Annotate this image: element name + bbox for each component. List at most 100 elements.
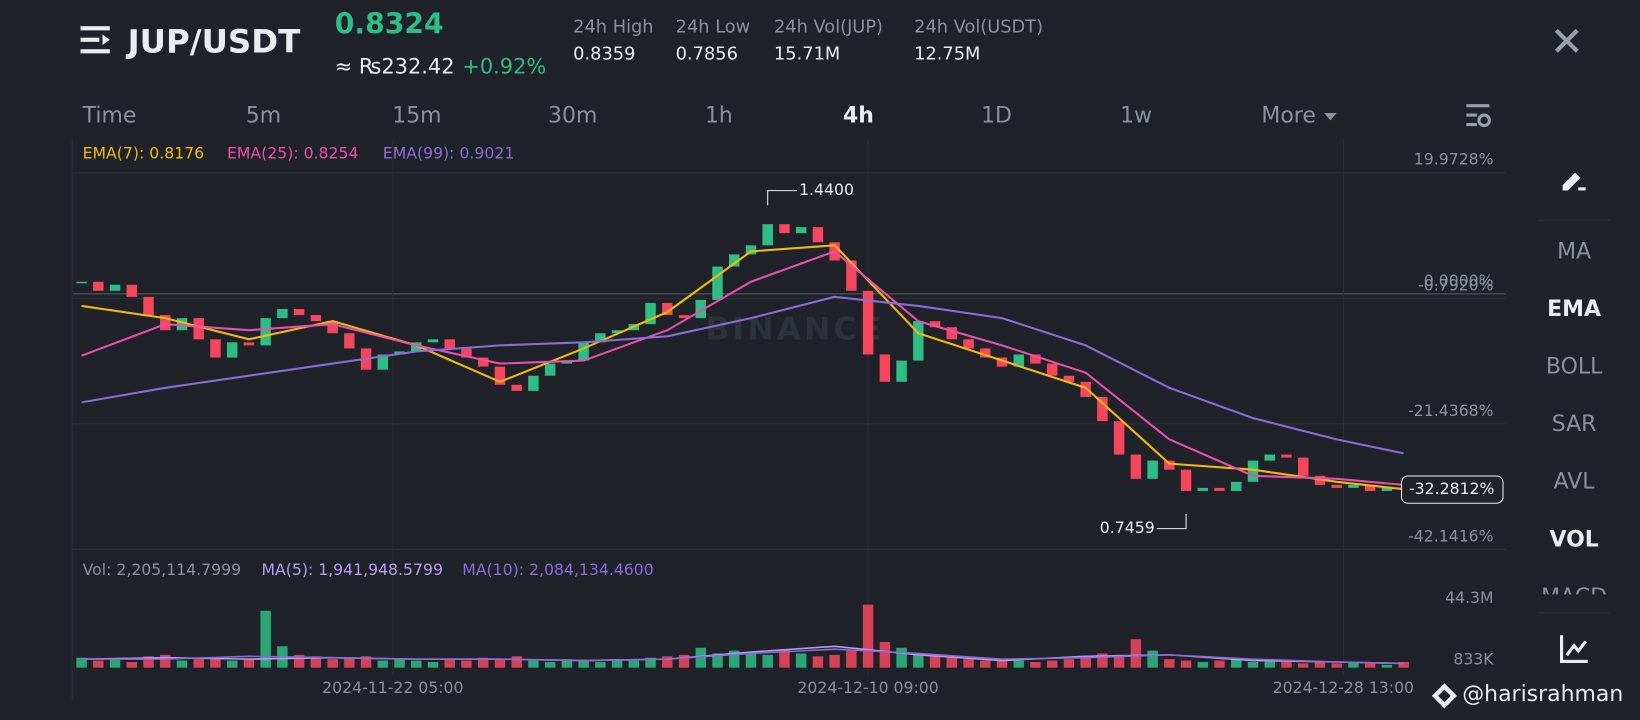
volume-bar [1398,661,1409,668]
watermark: BINANCE [706,312,885,348]
stat-label: 24h Vol(USDT) [914,16,1044,38]
volume-bar [595,661,606,668]
stat-label: 24h Low [675,16,751,38]
candle [879,354,891,382]
candle [444,339,455,349]
volume-bar [511,656,522,668]
volume-bar [394,659,405,668]
indicator-button[interactable]: MA [1557,238,1592,264]
settings-icon[interactable] [1464,103,1493,130]
volume-bar [494,659,506,668]
chart-icon[interactable] [1558,633,1589,664]
indicator-button[interactable]: EMA [1547,296,1602,322]
pair[interactable]: JUP/USDT [127,23,301,61]
volume-bar [477,657,489,668]
legend-entry: EMA(99): 0.9021 [383,143,515,162]
timeframe-tab[interactable]: 1h [704,102,733,128]
candle [1331,484,1342,488]
menu-icon[interactable] [79,23,112,56]
divider [1537,612,1611,614]
volume-bar [1348,661,1359,668]
dropdown-arrow [1324,112,1337,120]
candle [109,284,121,291]
timeframe-tab[interactable]: 1D [981,102,1012,128]
volume-bar [1030,661,1041,668]
indicator-button[interactable]: SAR [1551,411,1597,437]
volume-bar [695,647,706,668]
candle [260,318,271,346]
stat-label: 24h High [573,16,654,38]
timeframe-tab[interactable]: 1w [1120,102,1153,128]
candle [812,227,824,243]
volume-bar [1381,664,1393,668]
volume-bar [829,654,840,668]
volume-bar [795,653,807,668]
candle [1231,481,1242,491]
low-annotation: 0.7459 [1100,518,1155,537]
timeframe-tab[interactable]: 15m [392,102,442,128]
indicator-button[interactable]: AVL [1553,468,1595,494]
volume-bar [160,654,171,668]
candle [310,315,322,322]
stat-value: 12.75M [914,43,981,65]
candle [896,360,907,382]
candle [176,318,188,331]
timeframe-tab[interactable]: 5m [245,102,282,128]
timeframe-tab[interactable]: Time [82,102,137,128]
y-tick-label: -42.1416% [1408,526,1494,545]
draw-icon[interactable] [1558,164,1589,195]
timeframe-tab[interactable]: 30m [548,102,598,128]
candle [795,227,807,234]
timeframe-tab[interactable]: More [1261,103,1337,128]
y-tick-label: -0.7920% [1418,276,1494,295]
candle [1013,354,1024,367]
high-annotation: 1.4400 [799,180,854,199]
volume-bar [528,660,539,668]
volume-bar [762,654,773,668]
candle [494,366,506,385]
y-tick-label: 19.9728% [1414,150,1494,169]
volume-bar [226,660,238,668]
indicator-button[interactable]: BOLL [1545,353,1603,379]
candle [729,254,740,267]
last-tag-label: -32.2812% [1409,479,1495,498]
candle [411,342,422,352]
candle [210,339,221,358]
candle [226,342,238,358]
volume-bar [377,660,389,668]
candle [1164,460,1175,470]
stat-label: 24h Vol(JUP) [773,16,883,38]
candle [528,375,539,391]
volume-bar [1147,650,1158,668]
indicator-line [81,648,1404,665]
indicator-button[interactable]: VOL [1549,526,1599,552]
candle [662,302,673,316]
candle [93,281,104,291]
candle [595,333,606,343]
candle [344,333,355,349]
volume-bar [176,660,188,668]
volume-bar [1331,663,1342,668]
indicator-list: MA EMA BOLL SAR AVL VOL MACD [1538,225,1611,595]
indicator-line [81,295,1404,455]
candle [762,224,773,246]
close-button[interactable] [1552,26,1581,55]
timeframe-tab[interactable]: 4h [843,102,874,128]
volume-bar [628,660,640,668]
volume-bar [1130,639,1142,668]
volume-bar [1097,653,1108,668]
candle [712,266,723,300]
candle [1097,396,1108,422]
volume-tick-label: 44.3M [1445,588,1493,607]
volume-bar [444,659,455,668]
volume-bar [1364,663,1376,668]
indicator-button[interactable]: MACD [1538,584,1611,594]
candle [1046,363,1058,376]
candle [126,284,138,297]
volume-bar [544,661,556,668]
divider [1537,219,1611,221]
volume-bar [812,656,824,668]
x-tick-label: 2024-12-10 09:00 [797,678,938,697]
volume-bar [360,656,372,668]
